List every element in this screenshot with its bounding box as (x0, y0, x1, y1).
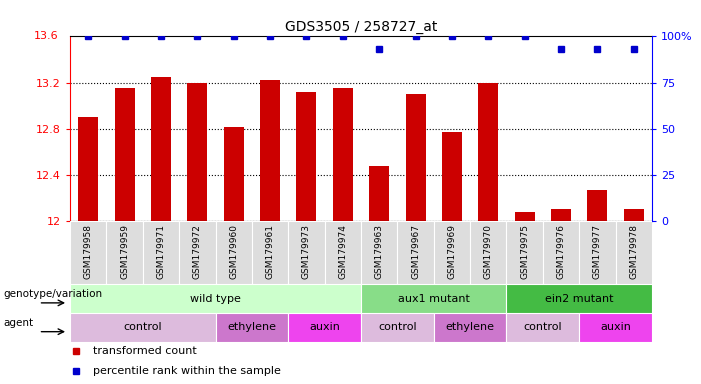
Text: GSM179975: GSM179975 (520, 224, 529, 279)
Text: GSM179974: GSM179974 (339, 224, 347, 279)
Text: control: control (378, 322, 416, 333)
Text: 13.6: 13.6 (34, 31, 58, 41)
Text: GSM179970: GSM179970 (484, 224, 493, 279)
Bar (216, 313, 288, 342)
Bar (325, 221, 361, 284)
Bar (515, 212, 535, 221)
Bar (369, 166, 389, 221)
Bar (615, 221, 652, 284)
Text: ein2 mutant: ein2 mutant (545, 293, 613, 304)
Bar (288, 313, 361, 342)
Text: transformed count: transformed count (93, 346, 197, 356)
Text: GSM179967: GSM179967 (411, 224, 420, 279)
Bar (143, 221, 179, 284)
Bar (70, 221, 107, 284)
Bar (506, 313, 579, 342)
Bar (470, 221, 506, 284)
Text: GSM179958: GSM179958 (84, 224, 93, 279)
Text: GSM179972: GSM179972 (193, 224, 202, 279)
Text: GSM179976: GSM179976 (557, 224, 566, 279)
Bar (579, 221, 615, 284)
Text: GSM179963: GSM179963 (375, 224, 383, 279)
Bar (260, 80, 280, 221)
Bar (151, 77, 171, 221)
Bar (333, 88, 353, 221)
Bar (506, 221, 543, 284)
Bar (79, 117, 98, 221)
Bar (297, 92, 316, 221)
Bar (579, 313, 652, 342)
Bar (406, 94, 426, 221)
Bar (442, 132, 462, 221)
Text: ethylene: ethylene (227, 322, 276, 333)
Text: ethylene: ethylene (446, 322, 495, 333)
Bar (551, 209, 571, 221)
Bar (216, 221, 252, 284)
Text: genotype/variation: genotype/variation (4, 289, 102, 299)
Bar (107, 221, 143, 284)
Text: percentile rank within the sample: percentile rank within the sample (93, 366, 281, 376)
Text: GSM179960: GSM179960 (229, 224, 238, 279)
Bar (187, 83, 207, 221)
Text: wild type: wild type (190, 293, 241, 304)
Bar (288, 221, 325, 284)
Bar (506, 284, 652, 313)
Text: GSM179977: GSM179977 (593, 224, 602, 279)
Bar (587, 190, 607, 221)
Bar (361, 221, 397, 284)
Text: auxin: auxin (600, 322, 631, 333)
Text: GSM179969: GSM179969 (447, 224, 456, 279)
Text: agent: agent (4, 318, 34, 328)
Bar (70, 313, 216, 342)
Bar (224, 127, 244, 221)
Bar (361, 284, 507, 313)
Text: control: control (123, 322, 162, 333)
Text: auxin: auxin (309, 322, 340, 333)
Bar (478, 83, 498, 221)
Bar (361, 313, 434, 342)
Text: GSM179971: GSM179971 (156, 224, 165, 279)
Bar (624, 209, 644, 221)
Text: GSM179961: GSM179961 (266, 224, 275, 279)
Bar (115, 88, 135, 221)
Text: GSM179959: GSM179959 (120, 224, 129, 279)
Bar (179, 221, 216, 284)
Text: GSM179978: GSM179978 (629, 224, 638, 279)
Text: GSM179973: GSM179973 (302, 224, 311, 279)
Bar (252, 221, 288, 284)
Bar (434, 221, 470, 284)
Text: control: control (524, 322, 562, 333)
Title: GDS3505 / 258727_at: GDS3505 / 258727_at (285, 20, 437, 34)
Text: aux1 mutant: aux1 mutant (397, 293, 470, 304)
Bar (70, 284, 361, 313)
Bar (397, 221, 434, 284)
Bar (434, 313, 506, 342)
Bar (543, 221, 579, 284)
